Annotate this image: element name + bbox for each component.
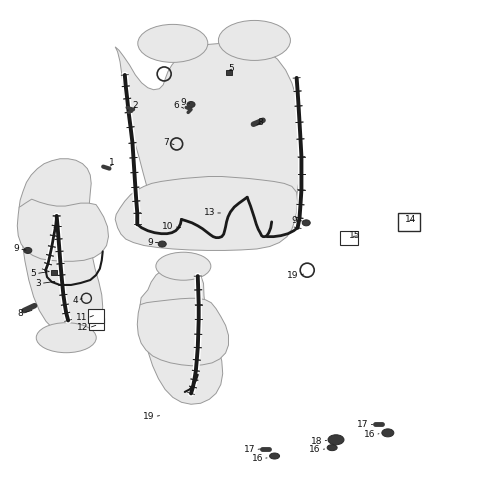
Ellipse shape [218,20,290,61]
Ellipse shape [158,241,166,247]
Ellipse shape [156,252,211,280]
Text: 4: 4 [72,296,78,305]
Text: 8: 8 [257,118,263,127]
Text: 12: 12 [77,323,89,332]
Text: 2: 2 [132,102,138,110]
Polygon shape [115,176,298,250]
Text: 7: 7 [163,139,169,147]
Text: 3: 3 [35,279,41,288]
Text: 6: 6 [173,102,179,110]
Ellipse shape [327,445,337,451]
Text: 15: 15 [348,231,360,240]
Ellipse shape [187,102,195,107]
Text: 5: 5 [228,64,234,72]
Text: 17: 17 [244,445,255,454]
Text: 16: 16 [364,430,375,439]
Bar [51,270,57,275]
Text: 5: 5 [30,269,36,278]
Text: 9: 9 [13,245,19,253]
Ellipse shape [138,24,208,63]
Text: 9: 9 [147,238,153,247]
Text: 9: 9 [180,98,186,107]
Polygon shape [17,199,108,261]
Text: 17: 17 [357,421,369,429]
Text: 10: 10 [162,222,174,231]
Polygon shape [115,43,301,237]
Text: 16: 16 [309,445,321,454]
Bar [398,213,420,231]
Text: 14: 14 [405,215,417,224]
Text: 19: 19 [143,412,155,421]
Text: 1: 1 [109,158,115,167]
Polygon shape [140,266,223,404]
Ellipse shape [24,247,32,253]
Polygon shape [19,159,103,336]
Bar [89,318,105,330]
Polygon shape [137,298,228,366]
Text: 13: 13 [204,209,215,217]
Bar [88,309,104,322]
Text: 19: 19 [287,271,299,280]
Text: 18: 18 [311,437,323,446]
Bar [340,231,359,245]
Text: 16: 16 [252,454,263,463]
Ellipse shape [382,429,394,437]
Ellipse shape [302,220,310,226]
Ellipse shape [270,453,279,459]
Ellipse shape [36,323,96,352]
Text: 9: 9 [292,216,298,225]
Text: 11: 11 [76,314,87,322]
Bar [227,70,232,75]
Text: 8: 8 [17,309,23,317]
Ellipse shape [328,435,344,445]
